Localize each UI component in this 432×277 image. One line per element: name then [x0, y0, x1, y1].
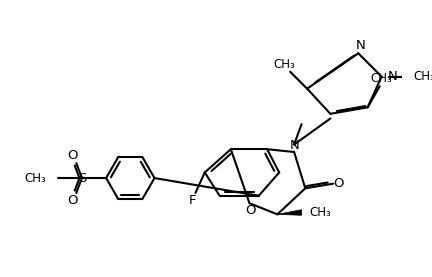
Text: CH₃: CH₃ — [274, 58, 295, 71]
Text: N: N — [356, 39, 365, 52]
Text: N: N — [388, 70, 398, 83]
Text: O: O — [245, 204, 256, 217]
Text: CH₃: CH₃ — [309, 206, 331, 219]
Polygon shape — [277, 210, 302, 215]
Text: CH₃: CH₃ — [413, 70, 432, 83]
Text: N: N — [290, 139, 300, 152]
Text: O: O — [67, 194, 78, 207]
Text: S: S — [78, 171, 86, 184]
Text: F: F — [189, 194, 197, 207]
Text: O: O — [334, 177, 344, 190]
Text: CH₃: CH₃ — [25, 171, 47, 184]
Text: CH₃: CH₃ — [371, 72, 393, 85]
Text: O: O — [67, 149, 78, 162]
